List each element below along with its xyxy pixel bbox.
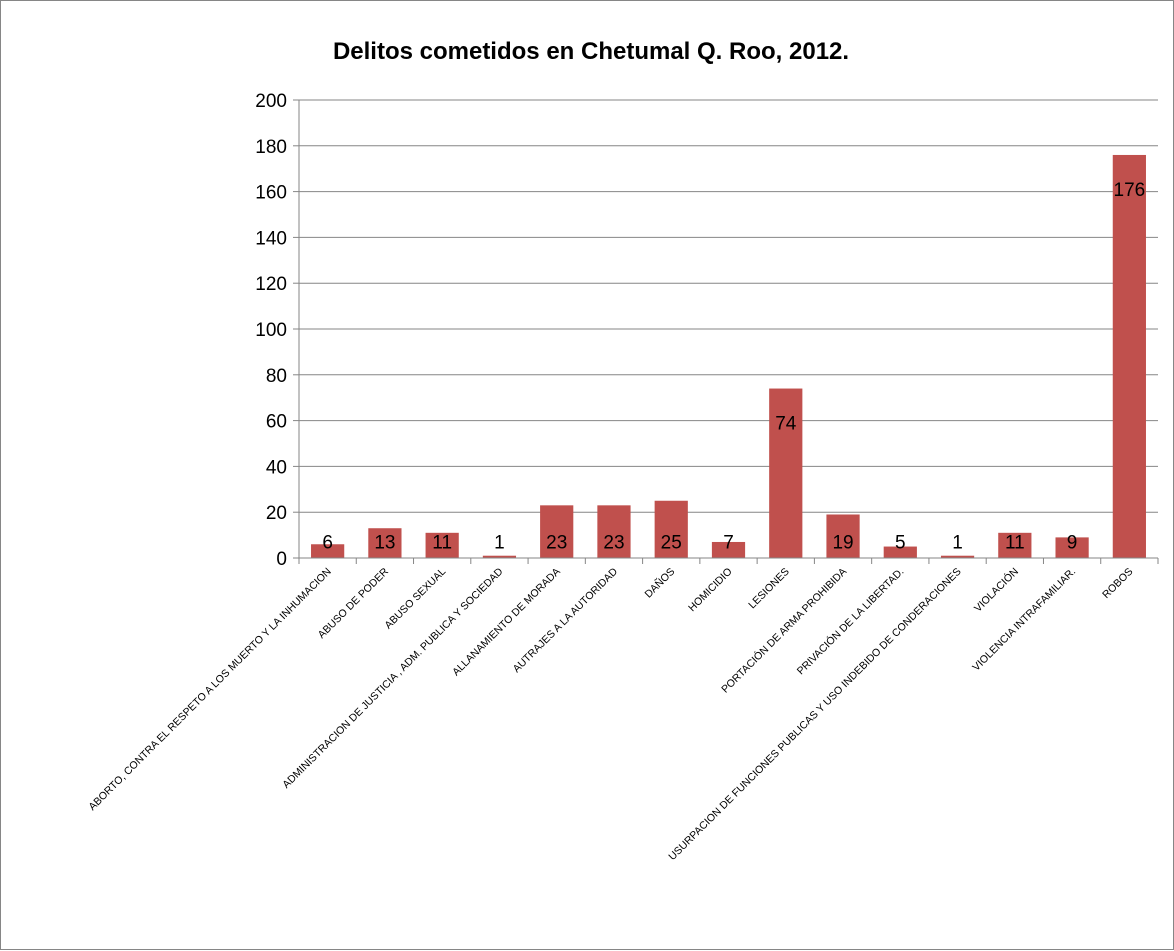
data-label: 6: [322, 533, 333, 554]
data-label: 7: [723, 533, 734, 554]
data-label: 1: [952, 533, 963, 554]
x-tick-label: ALLANAMIENTO DE MORADA: [450, 566, 563, 679]
bar: [769, 388, 803, 558]
bar: [597, 505, 631, 558]
y-tick-label: 160: [255, 183, 287, 204]
data-label: 19: [832, 533, 853, 554]
x-tick-label: ROBOS: [1100, 566, 1135, 601]
x-tick-label: PORTACIÓN DE ARMA PROHIBIDA: [719, 565, 850, 696]
y-tick-label: 200: [255, 91, 287, 112]
x-tick-label: USURPACION DE FUNCIONES PUBLICAS Y USO I…: [666, 566, 963, 863]
data-label: 11: [432, 533, 452, 554]
y-tick-label: 60: [266, 412, 287, 433]
data-label: 23: [603, 533, 624, 554]
y-tick-label: 20: [266, 503, 287, 524]
y-tick-label: 80: [266, 366, 287, 387]
data-label: 23: [546, 533, 567, 554]
bar: [998, 532, 1032, 558]
x-tick-label: ABUSO SEXUAL: [382, 566, 448, 632]
data-label: 9: [1067, 533, 1078, 554]
y-tick-label: 100: [255, 320, 287, 341]
y-tick-label: 120: [255, 274, 287, 295]
x-tick-label: HOMICIDIO: [686, 566, 735, 615]
bar: [540, 505, 574, 558]
data-label: 13: [374, 533, 395, 554]
x-tick-label: ADMINISTRACION DE JUSTICIA , ADM. PUBLIC…: [280, 565, 506, 791]
data-label: 5: [895, 533, 906, 554]
x-tick-label: VIOLENCIA INTRAFAMILIAR.: [970, 566, 1078, 674]
y-tick-label: 180: [255, 137, 287, 158]
bar: [1055, 537, 1089, 558]
gridlines: [299, 99, 1158, 513]
data-label: 25: [661, 533, 682, 554]
bar: [482, 555, 517, 558]
bar: [1112, 154, 1146, 558]
bars: [311, 154, 1146, 558]
bar: [311, 544, 345, 558]
x-tick-label: LESIONES: [746, 566, 792, 612]
data-label: 11: [1005, 533, 1025, 554]
x-tick-label: VIOLACIÓN: [971, 565, 1021, 615]
data-label: 1: [494, 533, 505, 554]
y-tick-label: 140: [255, 228, 287, 249]
bar: [368, 528, 402, 558]
x-tick-label: PRIVACIÓN DE LA LIBERTAD.: [794, 565, 906, 677]
bar: [654, 500, 688, 558]
bar: [940, 555, 975, 558]
chart-title: Delitos cometidos en Chetumal Q. Roo, 20…: [333, 38, 849, 65]
bar: [711, 541, 746, 558]
bar: [826, 514, 860, 558]
y-tick-label: 0: [276, 549, 287, 570]
x-tick-label: AUTRAJES A LA AUTORIDAD: [511, 565, 621, 675]
y-tick-label: 40: [266, 457, 287, 478]
data-label: 74: [775, 414, 797, 435]
x-tick-label: DAÑOS: [642, 565, 678, 601]
bar: [883, 546, 917, 558]
bar: [425, 532, 459, 558]
data-label: 176: [1114, 180, 1146, 201]
